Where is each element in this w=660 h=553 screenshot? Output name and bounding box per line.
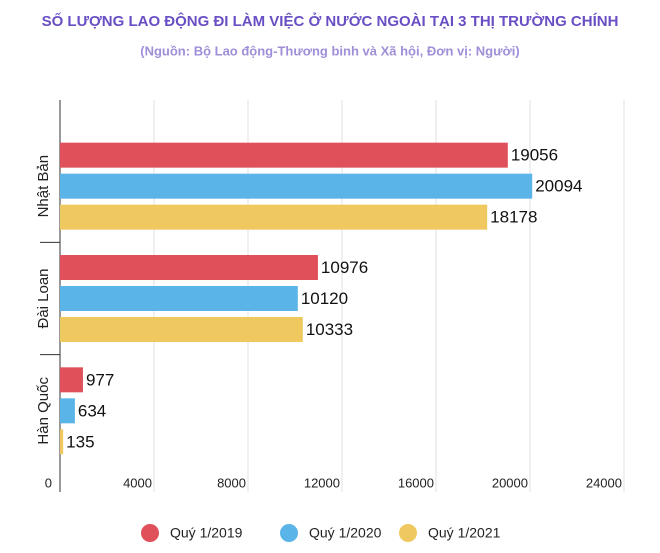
y-tick-label: Đài Loan <box>35 268 52 328</box>
y-tick-label: Nhật Bản <box>35 155 52 218</box>
value-label: 10120 <box>301 289 348 308</box>
x-tick-label: 0 <box>45 475 52 490</box>
legend-marker <box>280 524 298 542</box>
bar <box>60 142 508 168</box>
bar <box>60 398 75 424</box>
x-tick-label: 4000 <box>123 475 152 490</box>
bar <box>60 429 64 455</box>
x-tick-label: 8000 <box>217 475 246 490</box>
value-label: 20094 <box>535 177 582 196</box>
legend-marker <box>141 524 159 542</box>
bar <box>60 204 488 230</box>
bar <box>60 255 318 280</box>
value-label: 10333 <box>306 320 353 339</box>
legend-label: Quý 1/2021 <box>428 525 501 541</box>
chart-title: SỐ LƯỢNG LAO ĐỘNG ĐI LÀM VIỆC Ở NƯỚC NGO… <box>42 12 619 30</box>
x-tick-label: 20000 <box>492 475 528 490</box>
value-label: 19056 <box>511 146 558 165</box>
bar <box>60 367 83 393</box>
bar <box>60 173 533 199</box>
legend-label: Quý 1/2019 <box>170 525 243 541</box>
bar <box>60 317 303 342</box>
value-label: 977 <box>86 370 114 389</box>
bar <box>60 286 298 311</box>
legend-label: Quý 1/2020 <box>309 525 382 541</box>
value-label: 634 <box>78 401 106 420</box>
x-tick-label: 12000 <box>304 475 340 490</box>
x-tick-label: 16000 <box>398 475 434 490</box>
value-label: 135 <box>66 432 94 451</box>
value-label: 10976 <box>321 258 368 277</box>
y-tick-label: Hàn Quốc <box>35 377 52 445</box>
chart-subtitle: (Nguồn: Bộ Lao động-Thương binh và Xã hộ… <box>140 43 519 58</box>
x-tick-label: 24000 <box>586 475 622 490</box>
legend-marker <box>399 524 417 542</box>
value-label: 18178 <box>490 208 537 227</box>
